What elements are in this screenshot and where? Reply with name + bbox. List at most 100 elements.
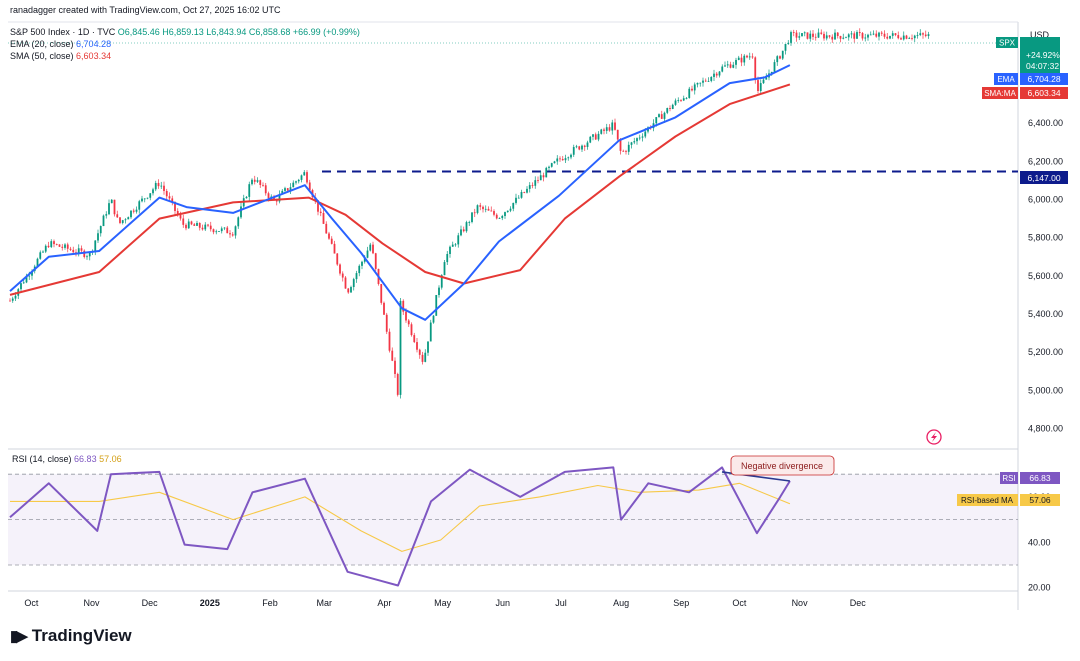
svg-text:66.83: 66.83 [1029,473,1051,483]
svg-text:04:07:32: 04:07:32 [1026,61,1059,71]
candle-body [143,198,146,200]
rsi-legend[interactable]: RSI (14, close) 66.83 57.06 [12,454,122,464]
price-tick-label: 6,200.00 [1028,156,1063,166]
candle-body [655,117,658,124]
candle-body [383,302,385,315]
candle-body [363,257,366,262]
rsi-tick-label: 20.00 [1028,583,1051,593]
candle-body [605,127,608,131]
candle-body [809,33,812,39]
level-badge: 6,147.00 [1020,171,1068,184]
candle-body [259,180,262,185]
candle-body [814,36,817,38]
candle-body [902,35,905,40]
candle-body [275,200,278,202]
candle-body [69,248,72,250]
time-tick-label: Apr [377,598,391,608]
candle-body [347,288,350,293]
svg-text:+24.92%: +24.92% [1026,50,1060,60]
rsi-tick-label: 40.00 [1028,537,1051,547]
candle-body [102,215,105,227]
candle-body [374,253,377,269]
candle-body [179,215,182,219]
candle-body [611,122,614,131]
rsi-ma-badge: RSI-based MA 57.06 [957,494,1060,506]
candle-body [504,212,506,217]
candle-body [482,206,484,210]
candle-body [394,360,396,374]
candle-body [737,57,740,60]
time-tick-label: Jul [555,598,567,608]
candle-body [839,36,842,39]
candle-body [413,335,416,343]
candle-body [407,320,410,325]
candle-body [196,222,198,226]
candle-body [226,227,229,234]
candle-body [765,77,768,80]
candle-body [550,163,553,167]
negative-divergence-annotation: Negative divergence [730,455,835,476]
candle-body [773,62,776,72]
rsi-badge: RSI 66.83 [1000,472,1060,484]
candle-body [575,146,578,148]
candle-body [116,214,119,218]
candle-body [671,104,674,109]
candle-body [718,71,721,76]
candle-body [586,142,589,147]
candle-body [36,258,39,267]
legend-ema-row[interactable]: EMA (20, close) 6,704.28 [10,38,360,50]
candle-body [924,34,927,36]
sma-value: 6,603.34 [76,51,112,61]
candle-body [644,131,647,137]
candle-body [113,199,116,215]
time-tick-label: Mar [317,598,333,608]
time-tick-label: Nov [83,598,100,608]
candle-body [460,229,462,236]
candle-body [14,295,17,299]
candle-body [897,35,900,39]
candle-body [80,248,83,251]
candle-body [776,56,779,63]
candle-body [908,38,911,39]
svg-text:RSI: RSI [1002,474,1015,483]
candle-body [570,154,572,158]
candle-body [341,273,344,278]
candle-body [603,129,605,131]
candle-body [149,193,152,198]
candle-body [853,33,856,39]
candle-body [372,244,374,254]
legend-sma-row[interactable]: SMA (50, close) 6,603.34 [10,50,360,62]
svg-text:USD: USD [1030,30,1050,40]
candle-body [72,249,75,253]
candle-body [625,151,627,152]
candle-body [289,187,292,191]
sma-50-line [9,83,791,296]
candle-body [630,142,633,145]
candle-body [471,212,473,223]
svg-text:57.06: 57.06 [1029,495,1051,505]
time-tick-label: May [434,598,452,608]
candle-body [531,185,534,186]
candle-body [229,233,231,235]
candle-body [465,222,468,232]
candle-body [691,88,693,91]
candle-body [501,216,504,219]
candle-body [867,34,869,38]
time-tick-label: Oct [24,598,39,608]
tradingview-logo[interactable]: ▮▶ TradingView [10,626,132,646]
price-tick-label: 4,800.00 [1028,424,1063,434]
candle-body [245,196,248,199]
candle-body [462,229,465,232]
candle-body [198,222,201,228]
candle-body [94,240,97,251]
candle-body [405,311,407,321]
candle-body [674,100,677,105]
candle-body [927,34,930,36]
candle-body [396,373,399,395]
candle-body [726,64,729,66]
candle-body [176,210,179,216]
lightning-icon[interactable] [926,429,942,445]
candle-body [39,252,42,259]
candle-body [322,213,325,224]
